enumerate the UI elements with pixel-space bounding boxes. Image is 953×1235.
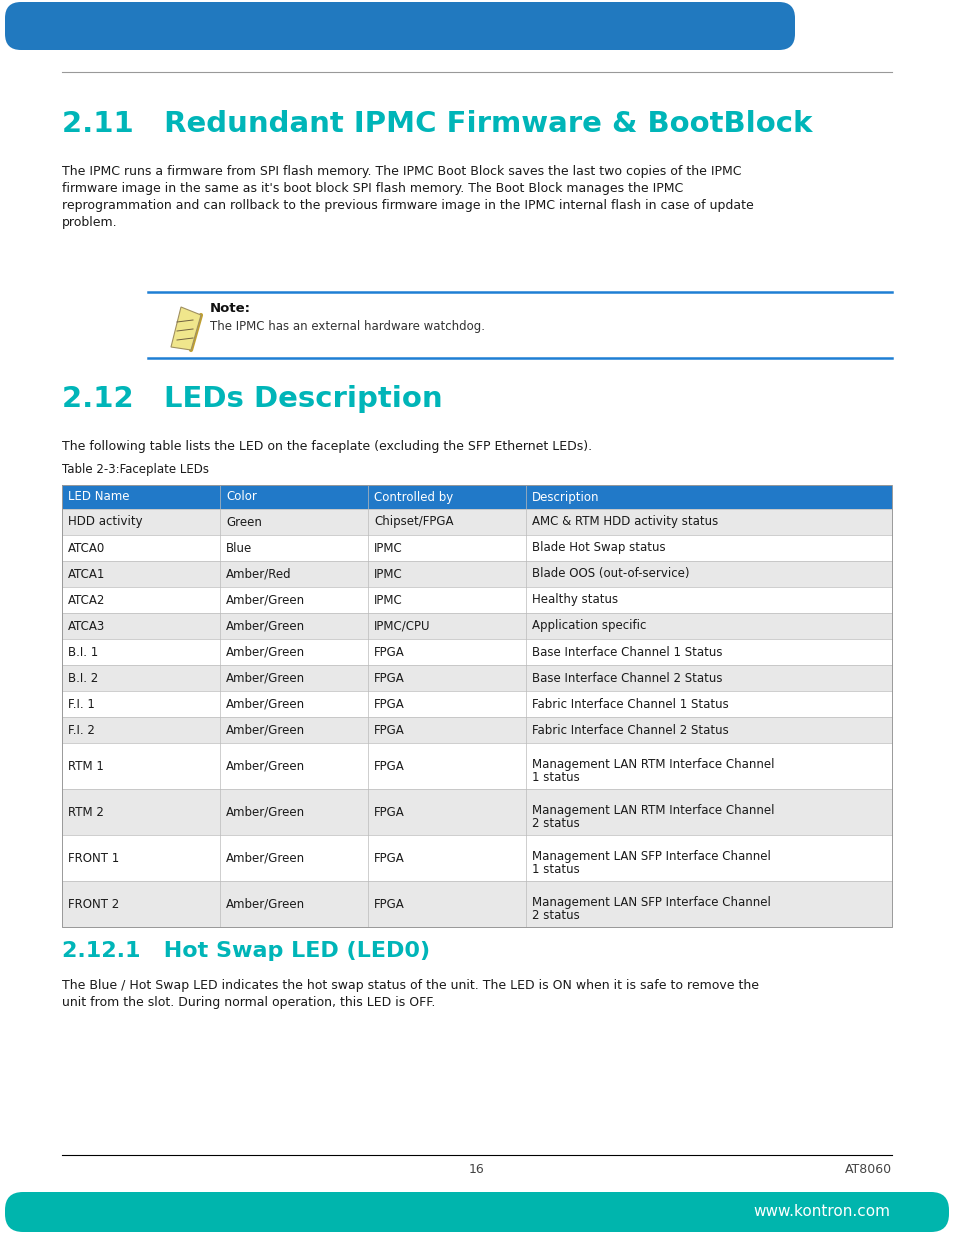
Text: IPMC: IPMC	[374, 594, 402, 606]
Text: reprogrammation and can rollback to the previous firmware image in the IPMC inte: reprogrammation and can rollback to the …	[62, 199, 753, 212]
Text: The IPMC has an external hardware watchdog.: The IPMC has an external hardware watchd…	[210, 320, 484, 333]
Text: IPMC/CPU: IPMC/CPU	[374, 620, 430, 632]
Text: Amber/Red: Amber/Red	[226, 568, 292, 580]
Text: 1 status: 1 status	[532, 863, 579, 876]
Text: Table 2-3:Faceplate LEDs: Table 2-3:Faceplate LEDs	[62, 463, 209, 475]
Bar	[62, 692, 891, 718]
Text: Blade Hot Swap status: Blade Hot Swap status	[532, 541, 665, 555]
Bar	[62, 587, 891, 613]
Text: 2.12   LEDs Description: 2.12 LEDs Description	[62, 385, 442, 412]
Bar	[62, 664, 891, 692]
Text: Amber/Green: Amber/Green	[226, 898, 305, 910]
Bar	[62, 789, 891, 835]
Bar	[62, 638, 891, 664]
Text: ATCA3: ATCA3	[68, 620, 105, 632]
Text: FPGA: FPGA	[374, 898, 404, 910]
Bar	[62, 509, 891, 535]
Bar	[62, 613, 891, 638]
Text: FPGA: FPGA	[374, 760, 404, 773]
Text: Amber/Green: Amber/Green	[226, 851, 305, 864]
Text: Management LAN RTM Interface Channel: Management LAN RTM Interface Channel	[532, 758, 774, 771]
Text: Amber/Green: Amber/Green	[226, 672, 305, 684]
Text: Fabric Interface Channel 1 Status: Fabric Interface Channel 1 Status	[532, 698, 728, 710]
Text: IPMC: IPMC	[374, 541, 402, 555]
Text: Blue: Blue	[226, 541, 252, 555]
Text: Controlled by: Controlled by	[374, 490, 453, 504]
Text: The following table lists the LED on the faceplate (excluding the SFP Ethernet L: The following table lists the LED on the…	[62, 440, 592, 453]
Text: Amber/Green: Amber/Green	[226, 646, 305, 658]
Text: Description: Description	[532, 490, 598, 504]
Text: FPGA: FPGA	[374, 672, 404, 684]
FancyBboxPatch shape	[5, 2, 794, 49]
Text: Green: Green	[226, 515, 262, 529]
Text: Management LAN SFP Interface Channel: Management LAN SFP Interface Channel	[532, 897, 770, 909]
Bar	[62, 835, 891, 881]
Text: 2 status: 2 status	[532, 818, 579, 830]
Text: Fabric Interface Channel 2 Status: Fabric Interface Channel 2 Status	[532, 724, 728, 736]
Text: ATCA0: ATCA0	[68, 541, 105, 555]
Text: The Blue / Hot Swap LED indicates the hot swap status of the unit. The LED is ON: The Blue / Hot Swap LED indicates the ho…	[62, 979, 759, 992]
Text: Application specific: Application specific	[532, 620, 646, 632]
Text: Amber/Green: Amber/Green	[226, 594, 305, 606]
Text: Amber/Green: Amber/Green	[226, 620, 305, 632]
Text: The IPMC runs a firmware from SPI flash memory. The IPMC Boot Block saves the la: The IPMC runs a firmware from SPI flash …	[62, 165, 740, 178]
Text: unit from the slot. During normal operation, this LED is OFF.: unit from the slot. During normal operat…	[62, 995, 435, 1009]
Text: RTM 1: RTM 1	[68, 760, 104, 773]
Bar	[62, 485, 891, 927]
Text: 2.11   Redundant IPMC Firmware & BootBlock: 2.11 Redundant IPMC Firmware & BootBlock	[62, 110, 812, 138]
Text: F.I. 1: F.I. 1	[68, 698, 94, 710]
Text: firmware image in the same as it's boot block SPI flash memory. The Boot Block m: firmware image in the same as it's boot …	[62, 182, 682, 195]
Text: www.kontron.com: www.kontron.com	[752, 1204, 889, 1219]
Text: FRONT 1: FRONT 1	[68, 851, 119, 864]
Text: 2 status: 2 status	[532, 909, 579, 923]
Text: B.I. 1: B.I. 1	[68, 646, 98, 658]
Text: Color: Color	[226, 490, 256, 504]
Text: FPGA: FPGA	[374, 698, 404, 710]
Text: Management LAN SFP Interface Channel: Management LAN SFP Interface Channel	[532, 850, 770, 863]
Bar	[62, 881, 891, 927]
Text: F.I. 2: F.I. 2	[68, 724, 94, 736]
Text: Base Interface Channel 2 Status: Base Interface Channel 2 Status	[532, 672, 721, 684]
Text: Amber/Green: Amber/Green	[226, 724, 305, 736]
Text: 16: 16	[469, 1163, 484, 1176]
FancyBboxPatch shape	[5, 1192, 948, 1233]
Text: Management LAN RTM Interface Channel: Management LAN RTM Interface Channel	[532, 804, 774, 818]
Text: FPGA: FPGA	[374, 646, 404, 658]
Text: Base Interface Channel 1 Status: Base Interface Channel 1 Status	[532, 646, 721, 658]
Polygon shape	[171, 308, 201, 350]
Text: LED Name: LED Name	[68, 490, 130, 504]
Text: problem.: problem.	[62, 216, 117, 228]
Bar	[62, 535, 891, 561]
Text: FRONT 2: FRONT 2	[68, 898, 119, 910]
Text: AT8060: AT8060	[844, 1163, 891, 1176]
Text: RTM 2: RTM 2	[68, 805, 104, 819]
Text: HDD activity: HDD activity	[68, 515, 143, 529]
Text: ATCA2: ATCA2	[68, 594, 105, 606]
Text: IPMC: IPMC	[374, 568, 402, 580]
Bar	[62, 485, 891, 509]
Text: 2.12.1   Hot Swap LED (LED0): 2.12.1 Hot Swap LED (LED0)	[62, 941, 430, 961]
Text: Blade OOS (out-of-service): Blade OOS (out-of-service)	[532, 568, 689, 580]
Bar	[62, 718, 891, 743]
Text: FPGA: FPGA	[374, 805, 404, 819]
Text: Healthy status: Healthy status	[532, 594, 618, 606]
Text: FPGA: FPGA	[374, 724, 404, 736]
Text: Amber/Green: Amber/Green	[226, 805, 305, 819]
Text: FPGA: FPGA	[374, 851, 404, 864]
Text: 1 status: 1 status	[532, 771, 579, 784]
Text: Chipset/FPGA: Chipset/FPGA	[374, 515, 453, 529]
Text: ATCA1: ATCA1	[68, 568, 105, 580]
Text: Amber/Green: Amber/Green	[226, 698, 305, 710]
Text: B.I. 2: B.I. 2	[68, 672, 98, 684]
Text: AMC & RTM HDD activity status: AMC & RTM HDD activity status	[532, 515, 718, 529]
Bar	[62, 561, 891, 587]
Text: Note:: Note:	[210, 303, 251, 315]
Text: Amber/Green: Amber/Green	[226, 760, 305, 773]
Bar	[62, 743, 891, 789]
